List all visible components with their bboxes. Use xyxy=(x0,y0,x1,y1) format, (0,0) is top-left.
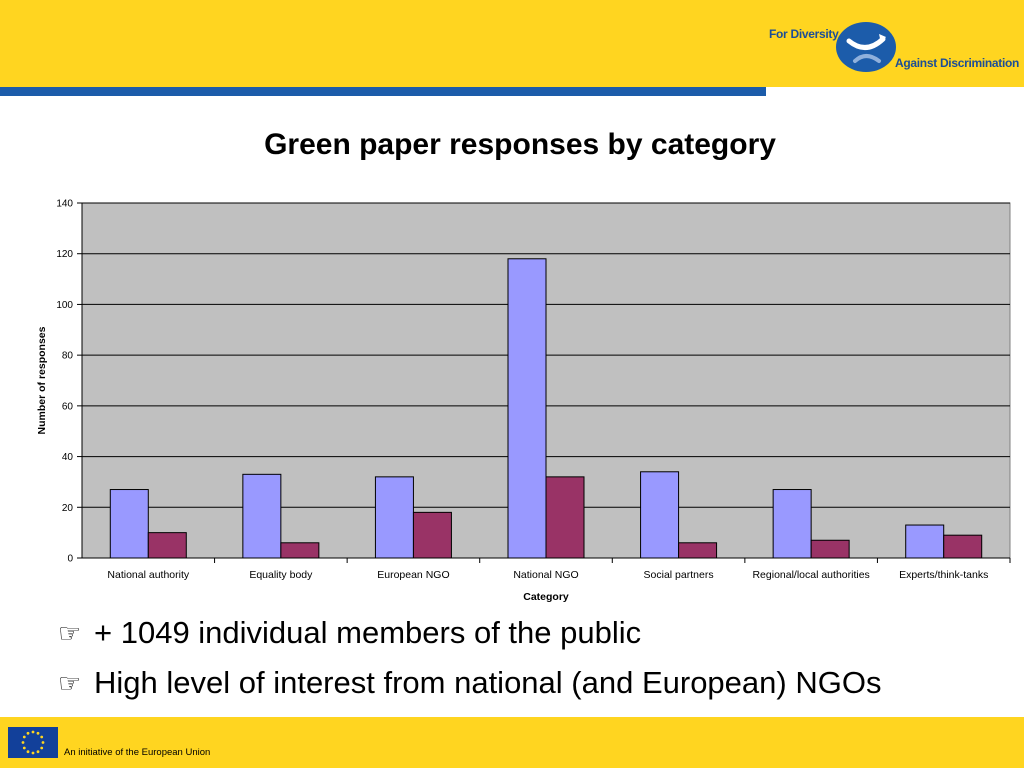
bar xyxy=(147,532,187,559)
bar xyxy=(412,511,452,559)
y-tick-label: 120 xyxy=(56,249,73,260)
bar xyxy=(545,476,585,559)
y-tick-label: 40 xyxy=(62,452,74,463)
bullet-text: + 1049 individual members of the public xyxy=(94,615,642,650)
bar xyxy=(905,524,945,559)
bullet-text: High level of interest from national (an… xyxy=(94,665,882,700)
eu-flag-icon xyxy=(8,727,58,758)
diversity-logo-icon xyxy=(836,22,896,72)
x-tick-label: European NGO xyxy=(377,569,449,581)
x-tick-label: Experts/think-tanks xyxy=(899,569,988,581)
x-tick-label: National NGO xyxy=(513,569,578,581)
logo-text-top: For Diversity xyxy=(769,27,839,41)
x-tick-label: Equality body xyxy=(249,569,313,581)
bar xyxy=(810,539,850,559)
bullet-list: ☞ + 1049 individual members of the publi… xyxy=(58,608,1008,708)
x-tick-label: Social partners xyxy=(644,569,714,581)
bar xyxy=(242,473,282,559)
bar xyxy=(772,489,812,559)
footer-band xyxy=(0,717,1024,768)
bar xyxy=(640,471,680,559)
pointing-hand-icon: ☞ xyxy=(58,617,82,648)
footer-caption: An initiative of the European Union xyxy=(64,747,211,758)
header-stripe-right xyxy=(416,87,766,96)
y-tick-label: 80 xyxy=(62,351,74,362)
slide-title: Green paper responses by category xyxy=(264,128,776,161)
x-tick-label: National authority xyxy=(107,569,189,581)
x-tick-label: Regional/local authorities xyxy=(752,569,869,581)
bullet-item: ☞ + 1049 individual members of the publi… xyxy=(58,608,1008,658)
header-stripe-left xyxy=(0,87,416,96)
y-tick-label: 100 xyxy=(56,300,73,311)
y-tick-label: 140 xyxy=(56,199,73,210)
logo-text-bottom: Against Discrimination xyxy=(895,56,1020,70)
bar xyxy=(280,542,320,559)
y-tick-label: 0 xyxy=(67,554,73,565)
y-tick-label: 60 xyxy=(62,401,74,412)
bar xyxy=(374,476,414,559)
pointing-hand-icon: ☞ xyxy=(58,667,82,698)
bar xyxy=(109,489,149,559)
y-tick-label: 20 xyxy=(62,503,74,514)
bar xyxy=(943,534,983,559)
x-axis-label: Category xyxy=(523,591,569,603)
bar xyxy=(678,542,718,559)
bullet-item: ☞ High level of interest from national (… xyxy=(58,658,1008,708)
bar-chart: 0 20 40 60 80 100 120 140 National authority Equa… xyxy=(36,199,1011,603)
y-axis-label: Number of responses xyxy=(36,326,48,434)
bar xyxy=(507,258,547,559)
